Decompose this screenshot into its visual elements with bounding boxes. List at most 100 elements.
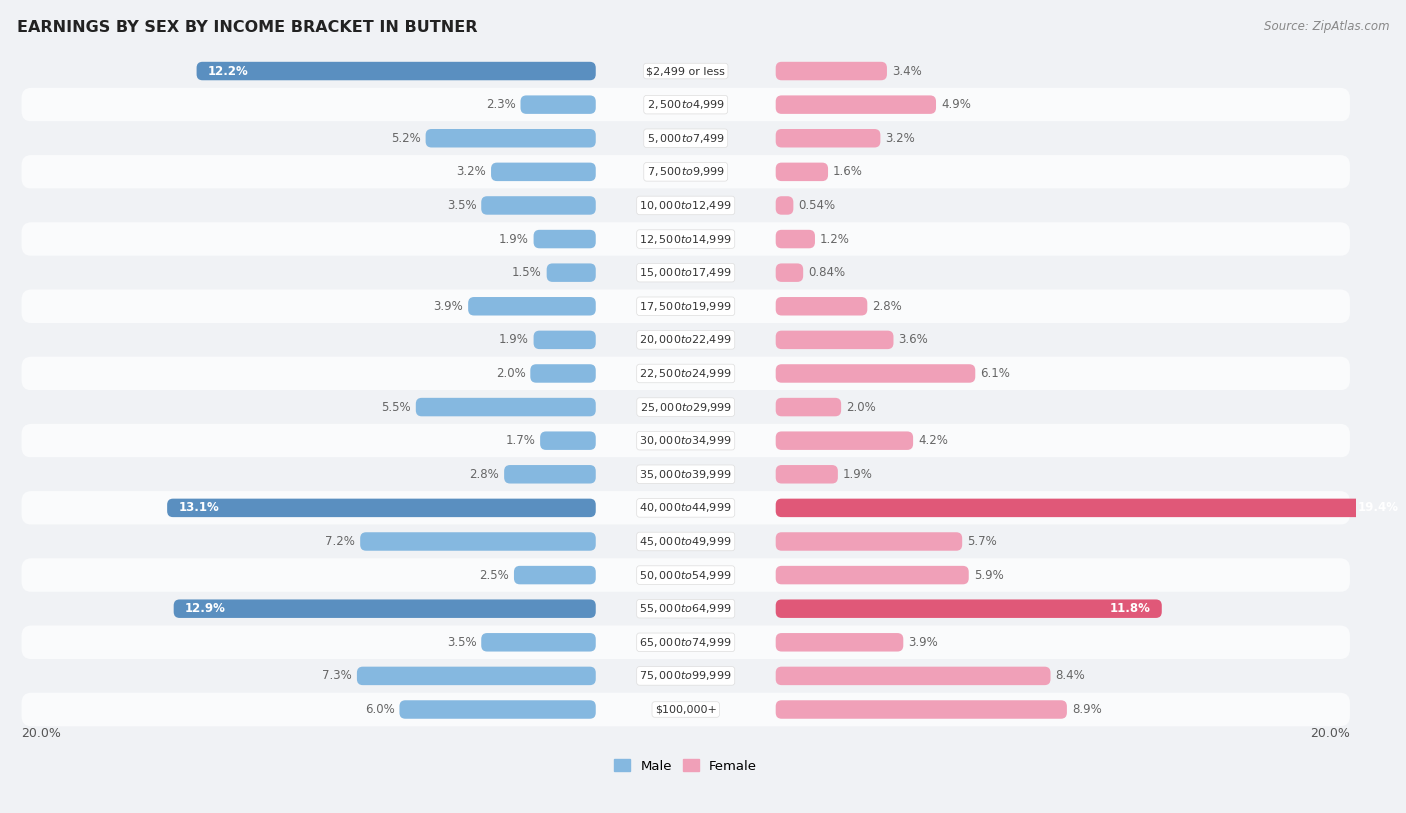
Text: 8.9%: 8.9% [1071,703,1101,716]
FancyBboxPatch shape [534,230,596,248]
Text: 3.6%: 3.6% [898,333,928,346]
Text: $15,000 to $17,499: $15,000 to $17,499 [640,266,733,279]
Text: 3.4%: 3.4% [891,64,921,77]
FancyBboxPatch shape [505,465,596,484]
FancyBboxPatch shape [21,54,1350,88]
FancyBboxPatch shape [520,95,596,114]
FancyBboxPatch shape [21,491,1350,524]
Text: $22,500 to $24,999: $22,500 to $24,999 [640,367,733,380]
Text: 0.84%: 0.84% [808,266,845,279]
Text: 2.0%: 2.0% [846,401,876,414]
Text: 1.9%: 1.9% [499,233,529,246]
Text: $17,500 to $19,999: $17,500 to $19,999 [640,300,733,313]
FancyBboxPatch shape [21,155,1350,189]
FancyBboxPatch shape [776,297,868,315]
Text: 2.8%: 2.8% [470,467,499,480]
Text: EARNINGS BY SEX BY INCOME BRACKET IN BUTNER: EARNINGS BY SEX BY INCOME BRACKET IN BUT… [17,20,478,35]
Text: 0.54%: 0.54% [799,199,835,212]
Text: 1.5%: 1.5% [512,266,541,279]
FancyBboxPatch shape [776,263,803,282]
FancyBboxPatch shape [21,559,1350,592]
FancyBboxPatch shape [21,323,1350,357]
Text: $10,000 to $12,499: $10,000 to $12,499 [640,199,733,212]
Text: 12.2%: 12.2% [208,64,249,77]
FancyBboxPatch shape [360,533,596,550]
FancyBboxPatch shape [21,289,1350,323]
Text: 8.4%: 8.4% [1056,669,1085,682]
FancyBboxPatch shape [776,432,912,450]
FancyBboxPatch shape [21,390,1350,424]
Text: 1.9%: 1.9% [842,467,873,480]
FancyBboxPatch shape [468,297,596,315]
FancyBboxPatch shape [174,599,596,618]
Text: 1.6%: 1.6% [832,165,863,178]
FancyBboxPatch shape [481,633,596,651]
FancyBboxPatch shape [776,599,1161,618]
FancyBboxPatch shape [416,398,596,416]
FancyBboxPatch shape [776,95,936,114]
FancyBboxPatch shape [491,163,596,181]
Text: $20,000 to $22,499: $20,000 to $22,499 [640,333,733,346]
Text: $30,000 to $34,999: $30,000 to $34,999 [640,434,733,447]
Text: 2.0%: 2.0% [496,367,526,380]
Text: 6.0%: 6.0% [364,703,395,716]
FancyBboxPatch shape [776,700,1067,719]
FancyBboxPatch shape [776,398,841,416]
FancyBboxPatch shape [21,357,1350,390]
FancyBboxPatch shape [21,458,1350,491]
FancyBboxPatch shape [481,196,596,215]
FancyBboxPatch shape [21,625,1350,659]
Text: 11.8%: 11.8% [1109,602,1150,615]
Text: 2.8%: 2.8% [872,300,903,313]
Text: 3.5%: 3.5% [447,199,477,212]
FancyBboxPatch shape [776,62,887,80]
Text: 13.1%: 13.1% [179,502,219,515]
FancyBboxPatch shape [776,129,880,147]
Legend: Male, Female: Male, Female [609,754,762,778]
Text: 19.4%: 19.4% [1358,502,1399,515]
Text: $100,000+: $100,000+ [655,705,717,715]
FancyBboxPatch shape [776,633,903,651]
Text: $65,000 to $74,999: $65,000 to $74,999 [640,636,733,649]
FancyBboxPatch shape [21,659,1350,693]
Text: $25,000 to $29,999: $25,000 to $29,999 [640,401,733,414]
FancyBboxPatch shape [21,222,1350,256]
FancyBboxPatch shape [776,331,893,349]
FancyBboxPatch shape [357,667,596,685]
Text: 12.9%: 12.9% [186,602,226,615]
FancyBboxPatch shape [540,432,596,450]
Text: $50,000 to $54,999: $50,000 to $54,999 [640,568,733,581]
FancyBboxPatch shape [776,533,962,550]
Text: 1.9%: 1.9% [499,333,529,346]
Text: 1.7%: 1.7% [505,434,536,447]
FancyBboxPatch shape [21,256,1350,289]
Text: 3.9%: 3.9% [433,300,463,313]
Text: 5.5%: 5.5% [381,401,411,414]
Text: $5,000 to $7,499: $5,000 to $7,499 [647,132,725,145]
Text: 3.2%: 3.2% [886,132,915,145]
Text: 2.3%: 2.3% [486,98,516,111]
FancyBboxPatch shape [515,566,596,585]
Text: $7,500 to $9,999: $7,500 to $9,999 [647,165,725,178]
Text: 4.2%: 4.2% [918,434,948,447]
Text: 7.3%: 7.3% [322,669,352,682]
Text: 5.7%: 5.7% [967,535,997,548]
Text: $75,000 to $99,999: $75,000 to $99,999 [640,669,733,682]
FancyBboxPatch shape [399,700,596,719]
FancyBboxPatch shape [534,331,596,349]
FancyBboxPatch shape [167,498,596,517]
Text: 3.9%: 3.9% [908,636,938,649]
Text: 5.2%: 5.2% [391,132,420,145]
FancyBboxPatch shape [21,424,1350,458]
FancyBboxPatch shape [21,88,1350,121]
FancyBboxPatch shape [530,364,596,383]
FancyBboxPatch shape [776,498,1406,517]
Text: $55,000 to $64,999: $55,000 to $64,999 [640,602,733,615]
FancyBboxPatch shape [776,196,793,215]
Text: $40,000 to $44,999: $40,000 to $44,999 [640,502,733,515]
FancyBboxPatch shape [21,592,1350,625]
FancyBboxPatch shape [21,189,1350,222]
Text: $2,499 or less: $2,499 or less [647,66,725,76]
Text: 5.9%: 5.9% [973,568,1004,581]
FancyBboxPatch shape [776,230,815,248]
